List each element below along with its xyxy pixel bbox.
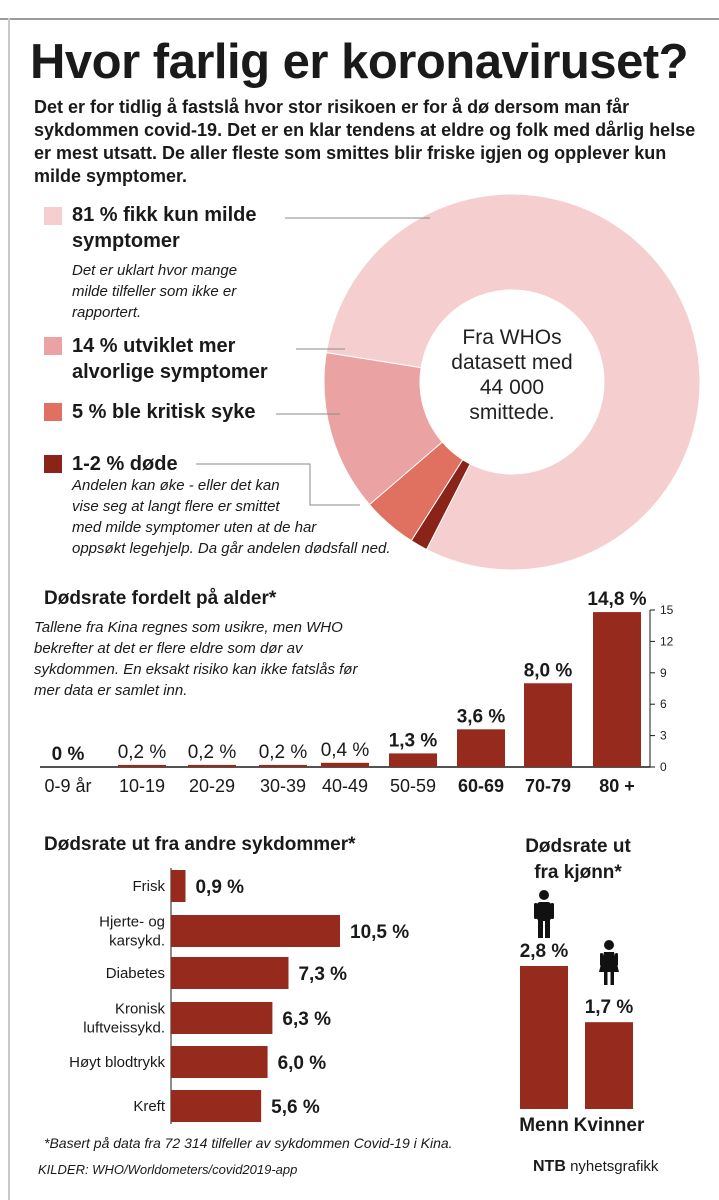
age-bar-value-label: 0,2 % [118, 742, 167, 763]
disease-bar [171, 1046, 268, 1078]
donut-slice-severe [323, 352, 443, 506]
gender-category-label: Menn [519, 1115, 569, 1136]
age-bar-chart: 15 12 9 6 3 0 0 % 0-9 år 0,2 % 10-19 0,2 % 20-29 0,2… [40, 589, 674, 796]
age-category-label: 60-69 [458, 776, 504, 796]
legend-label-severe: 14 % utviklet mer alvorlige symptomer [72, 335, 268, 383]
disease-bar [171, 1002, 273, 1034]
disease-category-label: Diabetes [106, 965, 165, 982]
legend-note-died: Andelen kan øke - eller det kan vise seg… [72, 477, 391, 557]
age-category-label: 50-59 [390, 776, 436, 796]
age-y-tick-label: 12 [660, 634, 674, 648]
leader-line-died [196, 463, 360, 506]
age-bar [188, 764, 236, 767]
age-y-tick-label: 3 [660, 729, 667, 743]
age-chart-title: Dødsrate fordelt på alder* [44, 588, 277, 609]
disease-bar [171, 1090, 262, 1122]
disease-category-label: Frisk [133, 878, 166, 895]
disease-chart-title: Dødsrate ut fra andre sykdommer* [44, 834, 356, 855]
gender-bar [520, 966, 568, 1109]
age-bar [118, 764, 166, 767]
age-bar-value-label: 0,2 % [188, 742, 237, 763]
legend-swatch-severe [44, 337, 62, 355]
age-category-label: 40-49 [322, 776, 368, 796]
age-category-label: 0-9 år [44, 776, 91, 796]
disease-bar-value-label: 6,3 % [282, 1009, 331, 1030]
age-bar-value-label: 14,8 % [587, 589, 646, 610]
disease-category-label: Hjerte- og [99, 914, 165, 931]
age-category-label: 80 + [599, 776, 635, 796]
donut-center-line: smittede. [469, 401, 554, 424]
age-bar [389, 753, 437, 767]
gender-bar-value-label: 2,8 % [520, 941, 569, 962]
woman-icon [599, 940, 619, 985]
age-y-tick-label: 6 [660, 697, 667, 711]
disease-category-label: karsykd. [109, 933, 165, 950]
gender-bar [585, 1022, 633, 1109]
legend-swatch-died [44, 455, 62, 473]
disease-bar-value-label: 5,6 % [271, 1097, 320, 1118]
donut-center-line: Fra WHOs [462, 326, 561, 349]
gender-bar-chart: 2,8 % Menn 1,7 % Kvinner [519, 890, 645, 1136]
legend-note-mild: Det er uklart hvor mange milde tilfeller… [72, 262, 238, 321]
age-category-label: 10-19 [119, 776, 165, 796]
disease-bar-chart: 0,9 % Frisk 10,5 % Hjerte- og karsykd. 7,3 % D… [69, 868, 409, 1124]
age-bar-value-label: 0,2 % [259, 742, 308, 763]
age-category-label: 20-29 [189, 776, 235, 796]
disease-bar-value-label: 0,9 % [195, 877, 244, 898]
man-icon [534, 890, 554, 938]
donut-center-line: datasett med [451, 351, 572, 374]
age-y-tick-label: 15 [660, 603, 674, 617]
disease-category-label: luftveissykd. [83, 1020, 165, 1037]
disease-category-label: Høyt blodtrykk [69, 1054, 165, 1071]
donut-center-line: 44 000 [480, 376, 544, 399]
legend-swatch-mild [44, 207, 62, 225]
age-category-label: 70-79 [525, 776, 571, 796]
age-chart-note: Tallene fra Kina regnes som usikre, men … [34, 619, 358, 699]
age-bar [457, 729, 505, 767]
disease-bar-value-label: 10,5 % [350, 922, 409, 943]
brand-logo: NTB nyhetsgrafikk [533, 1158, 659, 1175]
disease-bar-value-label: 6,0 % [278, 1053, 327, 1074]
footnote: *Basert på data fra 72 314 tilfeller av … [44, 1135, 453, 1151]
disease-category-label: Kreft [133, 1098, 166, 1115]
donut-slices [323, 193, 701, 571]
sources: KILDER: WHO/Worldometers/covid2019-app [38, 1162, 298, 1177]
age-bar-value-label: 0,4 % [321, 740, 370, 761]
disease-category-label: Kronisk [115, 1001, 166, 1018]
left-rule [8, 18, 10, 1200]
age-bar [259, 764, 307, 767]
age-bar [524, 683, 572, 767]
legend-label-mild: 81 % fikk kun milde symptomer [72, 204, 257, 252]
disease-bar-value-label: 7,3 % [298, 964, 347, 985]
disease-bar [171, 915, 340, 947]
gender-bar-value-label: 1,7 % [585, 997, 634, 1018]
gender-chart-title: Dødsrate ut fra kjønn* [525, 836, 631, 883]
legend-swatch-critical [44, 403, 62, 421]
disease-bar [171, 870, 186, 902]
age-bar [321, 762, 369, 767]
legend-label-critical: 5 % ble kritisk syke [72, 401, 256, 423]
age-bar-value-label: 1,3 % [389, 730, 438, 751]
age-category-label: 30-39 [260, 776, 306, 796]
top-rule [0, 18, 719, 20]
age-bar-value-label: 0 % [52, 744, 85, 765]
age-bar [593, 612, 641, 767]
disease-bar [171, 957, 289, 989]
gender-category-label: Kvinner [574, 1115, 645, 1136]
legend-label-died: 1-2 % døde [72, 453, 178, 475]
age-y-tick-label: 9 [660, 666, 667, 680]
age-bar-value-label: 3,6 % [457, 706, 506, 727]
leader-lines [196, 217, 430, 506]
age-bar-value-label: 8,0 % [524, 660, 573, 681]
page-title: Hvor farlig er koronaviruset? [30, 35, 689, 89]
donut-slice-mild [325, 193, 701, 571]
intro-text: Det er for tidlig å fastslå hvor stor ri… [34, 97, 696, 186]
age-y-tick-label: 0 [660, 760, 667, 774]
